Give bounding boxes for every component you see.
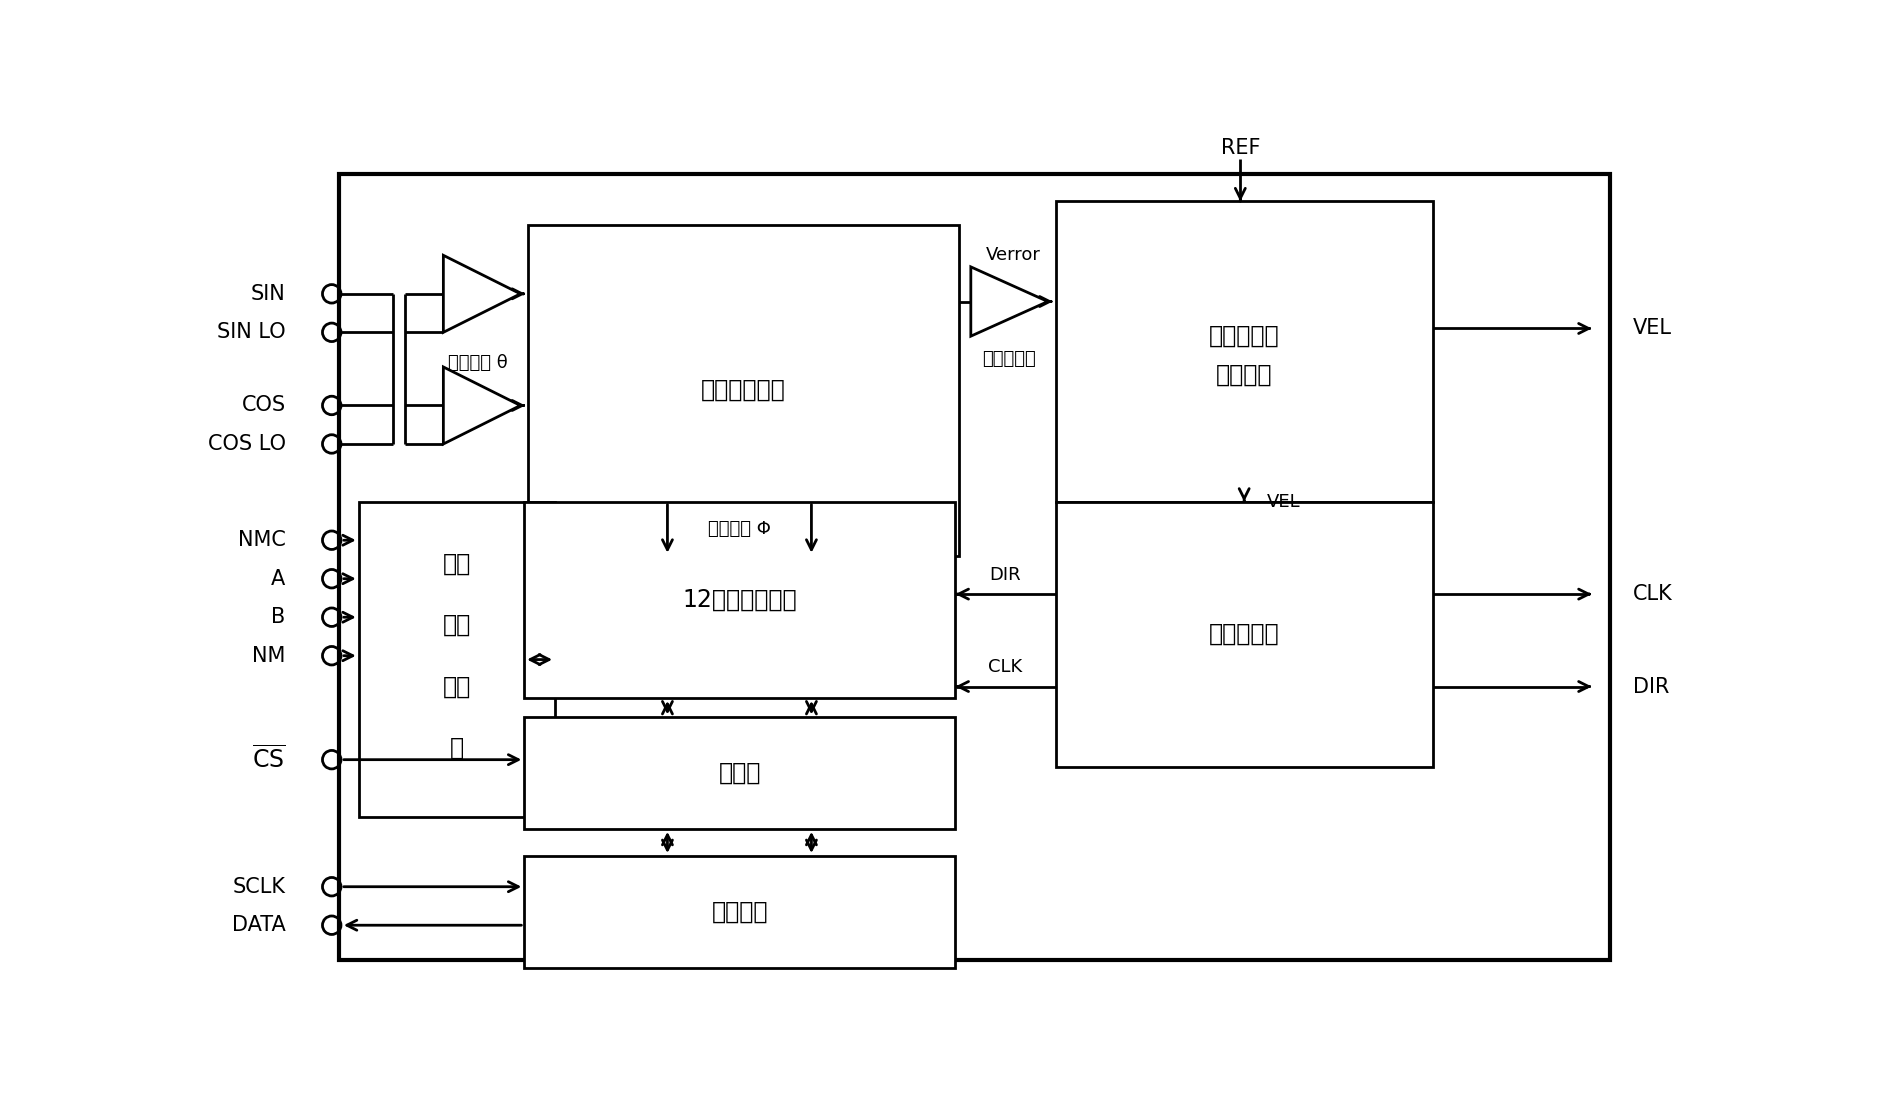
Text: DIR: DIR bbox=[1633, 676, 1669, 697]
Text: 器: 器 bbox=[449, 737, 464, 760]
Text: 锁存器: 锁存器 bbox=[719, 761, 760, 785]
Text: SIN: SIN bbox=[252, 284, 285, 304]
Text: VEL: VEL bbox=[1633, 318, 1672, 338]
Text: $\overline{\mathrm{CS}}$: $\overline{\mathrm{CS}}$ bbox=[252, 746, 285, 773]
Text: DATA: DATA bbox=[231, 915, 285, 935]
Text: 误差放大器: 误差放大器 bbox=[982, 350, 1036, 368]
Text: COS LO: COS LO bbox=[208, 434, 285, 454]
Text: 编码: 编码 bbox=[443, 613, 471, 636]
Text: NMC: NMC bbox=[238, 531, 285, 550]
Bar bbox=[1055, 502, 1432, 767]
Text: 相敏解调器: 相敏解调器 bbox=[1209, 324, 1280, 348]
Text: Verror: Verror bbox=[985, 247, 1042, 264]
Text: B: B bbox=[272, 608, 285, 628]
Bar bbox=[1055, 201, 1432, 502]
Text: VEL: VEL bbox=[1267, 493, 1301, 511]
Text: 串行接口: 串行接口 bbox=[711, 900, 768, 924]
Bar bbox=[359, 502, 556, 817]
Text: 模拟信号 θ: 模拟信号 θ bbox=[449, 355, 509, 372]
Text: SIN LO: SIN LO bbox=[218, 323, 285, 342]
Text: COS: COS bbox=[242, 395, 285, 415]
Text: DIR: DIR bbox=[989, 566, 1021, 584]
Text: CLK: CLK bbox=[1633, 585, 1672, 604]
Text: 正余弦乘法器: 正余弦乘法器 bbox=[702, 378, 786, 402]
Text: 及鉴相器: 及鉴相器 bbox=[1216, 362, 1273, 386]
Bar bbox=[524, 502, 955, 698]
Text: 12位可逆计数器: 12位可逆计数器 bbox=[683, 588, 798, 611]
Text: 压控振荡器: 压控振荡器 bbox=[1209, 622, 1280, 646]
Text: A: A bbox=[272, 569, 285, 589]
Bar bbox=[527, 225, 959, 556]
Text: SCLK: SCLK bbox=[233, 876, 285, 896]
Text: 数字信号 Φ: 数字信号 Φ bbox=[708, 520, 770, 537]
Bar bbox=[524, 718, 955, 829]
Text: REF: REF bbox=[1220, 138, 1259, 157]
Text: 增量: 增量 bbox=[443, 552, 471, 576]
Text: 解码: 解码 bbox=[443, 675, 471, 698]
Bar bbox=[340, 174, 1610, 960]
Bar bbox=[524, 855, 955, 968]
Text: CLK: CLK bbox=[989, 658, 1023, 676]
Text: NM: NM bbox=[252, 645, 285, 666]
